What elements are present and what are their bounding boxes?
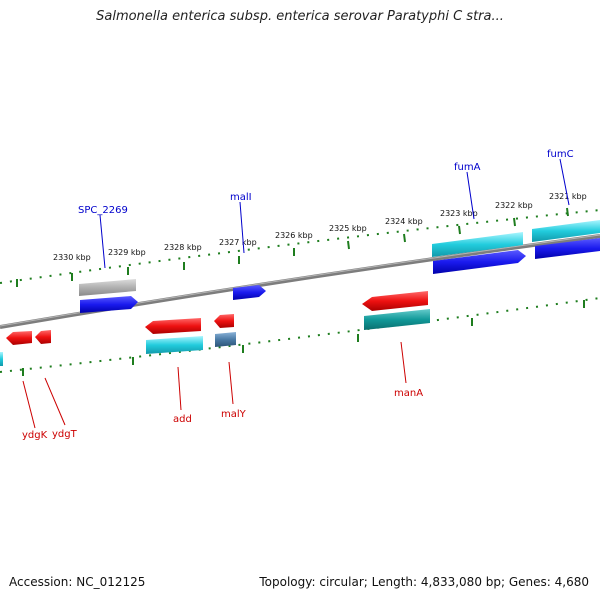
accession-text: Accession: NC_012125	[9, 575, 146, 589]
ruler-label: 2321 kbp	[549, 192, 587, 201]
ruler-label: 2322 kbp	[495, 201, 533, 210]
ruler-label: 2330 kbp	[53, 253, 91, 262]
ruler-inner	[0, 297, 600, 373]
gene-edge-cyan[interactable]	[0, 352, 3, 366]
gene-label-ydgt[interactable]: ydgT	[52, 429, 78, 440]
bottom-strand-genes	[0, 291, 430, 366]
gene-add-cyan[interactable]	[146, 336, 203, 354]
gene-maly-red[interactable]	[214, 314, 234, 328]
gene-spc2269[interactable]	[79, 279, 136, 296]
ruler-label: 2329 kbp	[108, 248, 146, 257]
gene-ydgk[interactable]	[6, 331, 32, 345]
gene-label-fuma[interactable]: fumA	[454, 162, 481, 173]
gene-label-mana[interactable]: manA	[394, 388, 423, 399]
ruler-label: 2328 kbp	[164, 243, 202, 252]
gene-label-maly[interactable]: malY	[221, 409, 247, 420]
gene-ydgt[interactable]	[35, 330, 51, 344]
gene-label-spc2269[interactable]: SPC_2269	[78, 205, 128, 216]
genome-backbone	[0, 234, 600, 329]
gene-mana-teal[interactable]	[364, 309, 430, 330]
gene-mana[interactable]	[362, 291, 428, 311]
map-title: Salmonella enterica subsp. enterica sero…	[96, 9, 504, 24]
gene-spc2269-b[interactable]	[80, 296, 138, 313]
bottom-labels: ydgK ydgT add malY manA	[22, 341, 423, 441]
gene-fuma[interactable]	[433, 250, 526, 274]
gene-maly[interactable]	[215, 332, 236, 347]
gene-mali[interactable]	[233, 285, 266, 300]
ruler-outer	[0, 209, 600, 284]
ruler-label: 2324 kbp	[385, 217, 423, 226]
gene-label-ydgk[interactable]: ydgK	[22, 430, 48, 441]
ruler-label: 2326 kbp	[275, 231, 313, 240]
gene-label-fumc[interactable]: fumC	[547, 149, 574, 160]
top-labels: SPC_2269 malI fumA fumC	[78, 149, 574, 269]
genome-summary-text: Topology: circular; Length: 4,833,080 bp…	[259, 575, 589, 589]
gene-label-mali[interactable]: malI	[230, 192, 252, 203]
top-strand-genes	[79, 220, 600, 313]
ruler-label: 2325 kbp	[329, 224, 367, 233]
gene-label-add[interactable]: add	[173, 414, 192, 425]
gene-fumc-cyan[interactable]	[532, 220, 600, 242]
gene-add[interactable]	[145, 318, 201, 334]
gene-fuma-cyan[interactable]	[432, 232, 523, 257]
ruler-label: 2323 kbp	[440, 209, 478, 218]
ruler-labels: 2321 kbp 2322 kbp 2323 kbp 2324 kbp 2325…	[53, 192, 587, 262]
ruler-label: 2327 kbp	[219, 238, 257, 247]
gene-fumc[interactable]	[535, 238, 600, 259]
